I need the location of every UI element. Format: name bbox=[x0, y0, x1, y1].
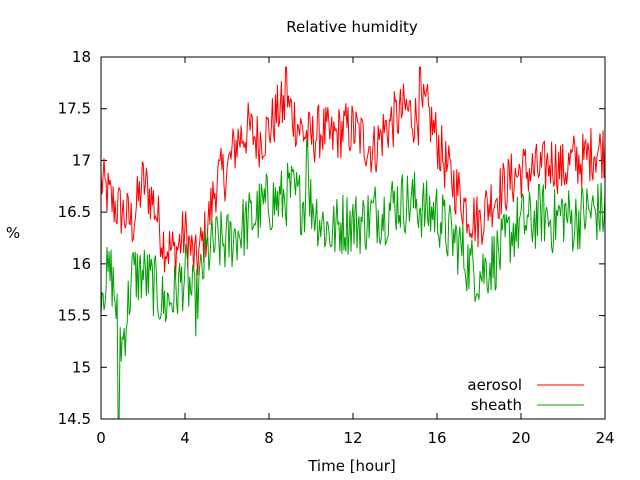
x-tick-label: 0 bbox=[96, 429, 106, 447]
y-tick-label: 16 bbox=[72, 255, 91, 273]
series-line-sheath bbox=[100, 139, 606, 420]
y-tick-label: 17 bbox=[72, 151, 91, 169]
x-tick-label: 20 bbox=[511, 429, 530, 447]
x-tick-label: 12 bbox=[343, 429, 362, 447]
x-axis-label: Time [hour] bbox=[307, 457, 396, 475]
plot-border bbox=[100, 56, 606, 420]
y-tick-label: 15.5 bbox=[58, 307, 91, 325]
series-line-aerosol bbox=[100, 66, 606, 280]
x-tick-label: 16 bbox=[427, 429, 446, 447]
chart-title: Relative humidity bbox=[286, 18, 418, 36]
legend: aerosol sheath bbox=[467, 376, 584, 414]
y-tick-label: 16.5 bbox=[58, 203, 91, 221]
y-axis-label: % bbox=[6, 224, 20, 242]
y-tick-label: 18 bbox=[72, 48, 91, 66]
y-tick-label: 14.5 bbox=[58, 410, 91, 428]
y-tick-label: 15 bbox=[72, 358, 91, 376]
series-layer bbox=[100, 66, 606, 420]
legend-label-sheath: sheath bbox=[471, 396, 522, 414]
x-tick-label: 4 bbox=[180, 429, 190, 447]
legend-label-aerosol: aerosol bbox=[467, 376, 522, 394]
y-tick-label: 17.5 bbox=[58, 100, 91, 118]
x-tick-label: 8 bbox=[264, 429, 274, 447]
x-tick-label: 24 bbox=[595, 429, 614, 447]
axis-ticks: 0 4 8 12 16 20 24 14.5 15 15.5 16 16.5 17 17.5 18 bbox=[58, 48, 615, 447]
